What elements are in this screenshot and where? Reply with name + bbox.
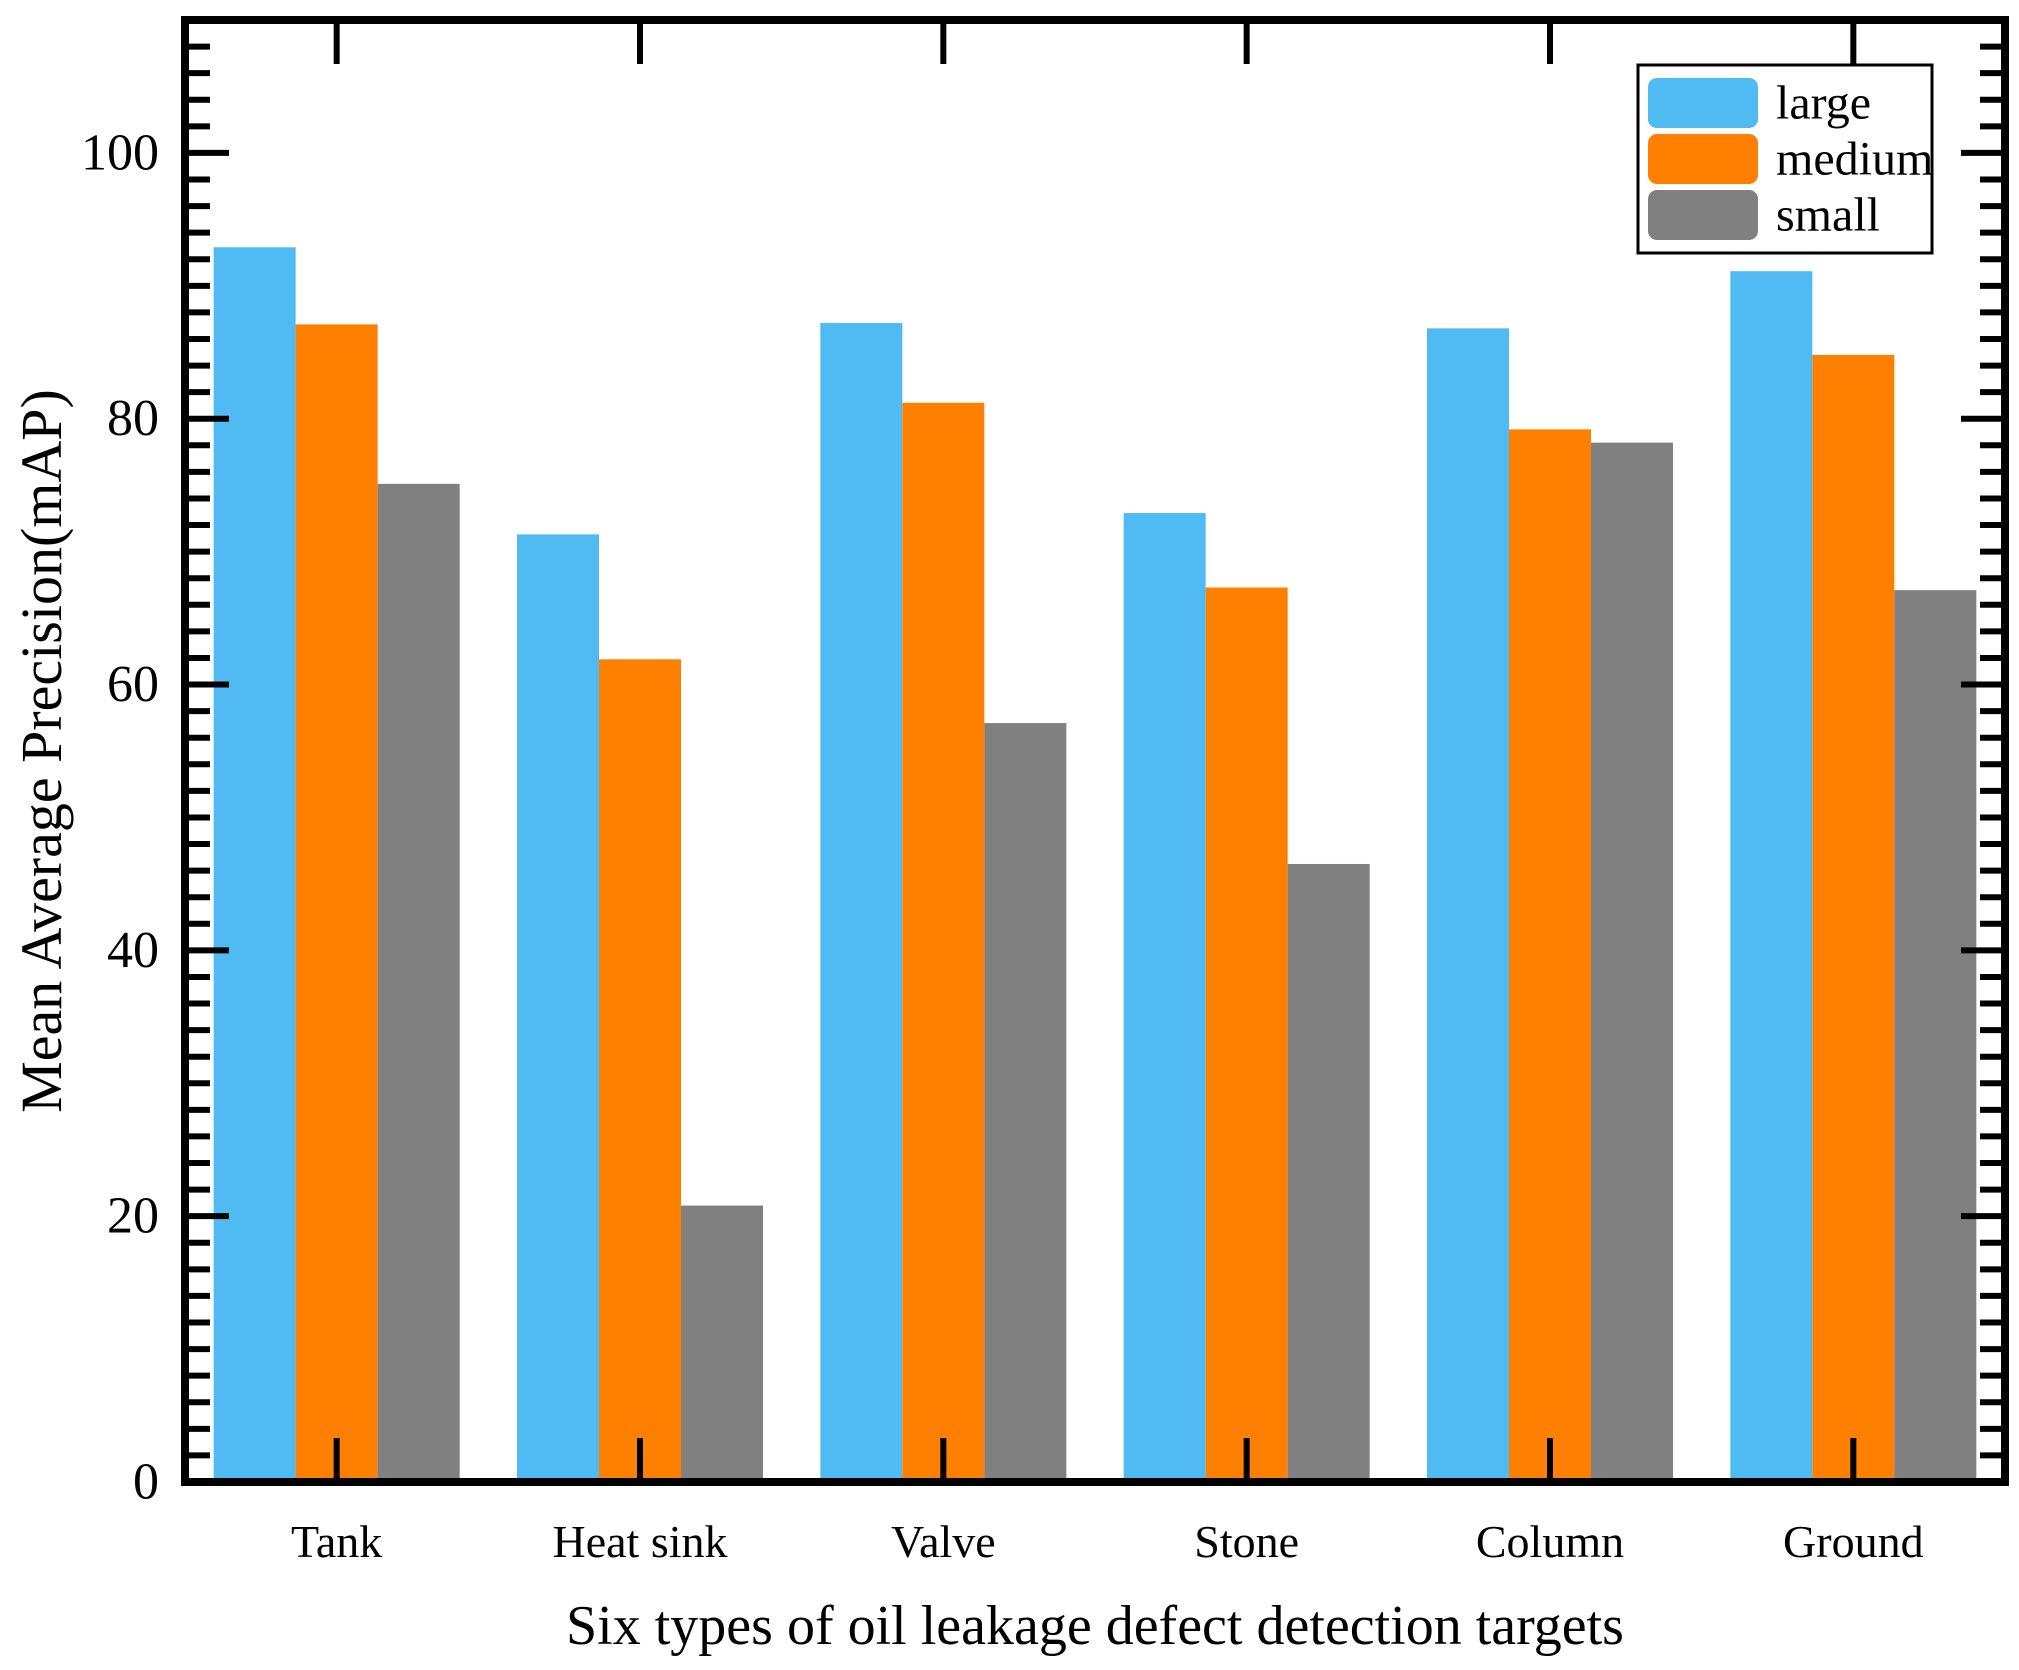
legend-label-small: small [1776,189,1880,242]
bar-column-large [1427,328,1509,1482]
x-category-label-valve: Valve [891,1516,996,1567]
y-tick-label: 100 [81,124,159,181]
y-tick-label: 40 [107,922,159,979]
x-category-label-stone: Stone [1194,1516,1299,1567]
y-tick-label: 0 [133,1454,159,1511]
legend-label-large: large [1776,77,1871,130]
x-category-label-column: Column [1476,1516,1624,1567]
bar-valve-large [820,323,903,1482]
y-tick-label: 60 [107,656,159,713]
bar-ground-small [1894,590,1977,1482]
bar-tank-large [213,247,296,1483]
y-axis-title: Mean Average Precision(mAP) [9,389,74,1113]
y-tick-label: 20 [107,1188,159,1245]
bar-heat-sink-large [517,534,599,1482]
plot-frame [181,16,2009,1486]
bar-ground-large [1730,271,1813,1482]
bar-valve-small [984,723,1067,1482]
bar-stone-small [1287,863,1370,1482]
bar-tank-small [377,483,460,1482]
x-category-label-ground: Ground [1783,1516,1924,1567]
x-category-label-heat-sink: Heat sink [552,1516,727,1567]
bar-stone-large [1123,513,1206,1482]
x-axis-title: Six types of oil leakage defect detectio… [566,1595,1624,1657]
bar-heat-sink-small [681,1205,763,1482]
legend-label-medium: medium [1776,133,1933,186]
bar-tank-medium [295,324,378,1482]
bar-ground-medium [1812,354,1895,1482]
bar-heat-sink-medium [599,659,681,1482]
legend-swatch-large [1648,78,1758,128]
legend-swatch-small [1648,190,1758,240]
bar-valve-medium [902,402,985,1482]
bar-column-medium [1509,429,1591,1482]
bar-stone-medium [1205,587,1288,1482]
y-tick-label: 80 [107,390,159,447]
legend-swatch-medium [1648,134,1758,184]
x-category-label-tank: Tank [291,1516,382,1567]
bar-column-small [1591,442,1673,1483]
